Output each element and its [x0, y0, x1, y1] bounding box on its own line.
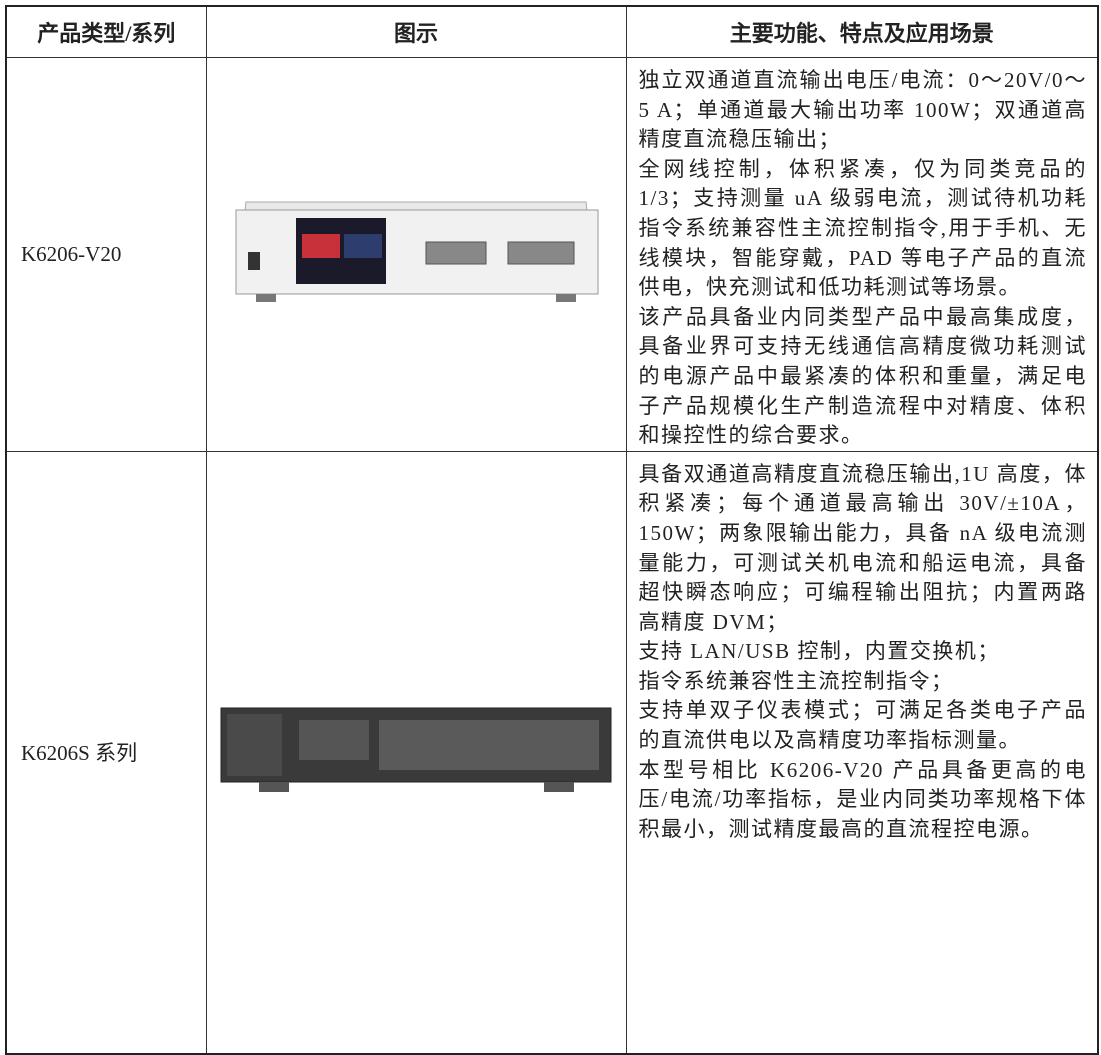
row: K6206S 系列 具备双通道高精度直流稳压输出,1U 高度，体积紧凑；每个通道… — [5, 450, 1099, 1055]
description-cell: 具备双通道高精度直流稳压输出,1U 高度，体积紧凑；每个通道最高输出 30V/±… — [625, 450, 1099, 1055]
device-image — [220, 707, 611, 792]
product-table: 产品类型/系列 图示 主要功能、特点及应用场景 K6206-V20 独立双通道直… — [5, 5, 1099, 1055]
paragraph: 本型号相比 K6206-V20 产品具备更高的电压/电流/功率指标，是业内同类功… — [638, 757, 1087, 841]
paragraph: 支持 LAN/USB 控制，内置交换机； — [638, 639, 1000, 664]
paragraph: 独立双通道直流输出电压/电流：0～20V/0～5 A；单通道最大输出功率 100… — [638, 68, 1087, 152]
row: K6206-V20 独立双通道直流输出电压/电流：0～20V/0～5 A；单通道… — [5, 57, 1099, 452]
paragraph: 该产品具备业内同类型产品中最高集成度，具备业界可支持无线通信高精度微功耗测试的电… — [638, 304, 1087, 448]
header-cell: 产品类型/系列 — [5, 5, 207, 58]
header-row: 产品类型/系列 图示 主要功能、特点及应用场景 — [5, 5, 1099, 58]
header-cell: 图示 — [205, 5, 627, 58]
paragraph: 全网线控制，体积紧凑，仅为同类竞品的1/3；支持测量 uA 级弱电流，测试待机功… — [638, 156, 1087, 300]
paragraph: 指令系统兼容性主流控制指令； — [638, 668, 954, 693]
model-cell: K6206S 系列 — [5, 450, 207, 1055]
model-cell: K6206-V20 — [5, 57, 207, 452]
description-cell: 独立双通道直流输出电压/电流：0～20V/0～5 A；单通道最大输出功率 100… — [625, 57, 1099, 452]
image-cell — [205, 57, 627, 452]
paragraph: 支持单双子仪表模式；可满足各类电子产品的直流供电以及高精度功率指标测量。 — [638, 698, 1087, 753]
device-image — [235, 201, 599, 302]
image-cell — [205, 450, 627, 1055]
header-cell: 主要功能、特点及应用场景 — [625, 5, 1099, 58]
paragraph: 具备双通道高精度直流稳压输出,1U 高度，体积紧凑；每个通道最高输出 30V/±… — [638, 461, 1087, 634]
